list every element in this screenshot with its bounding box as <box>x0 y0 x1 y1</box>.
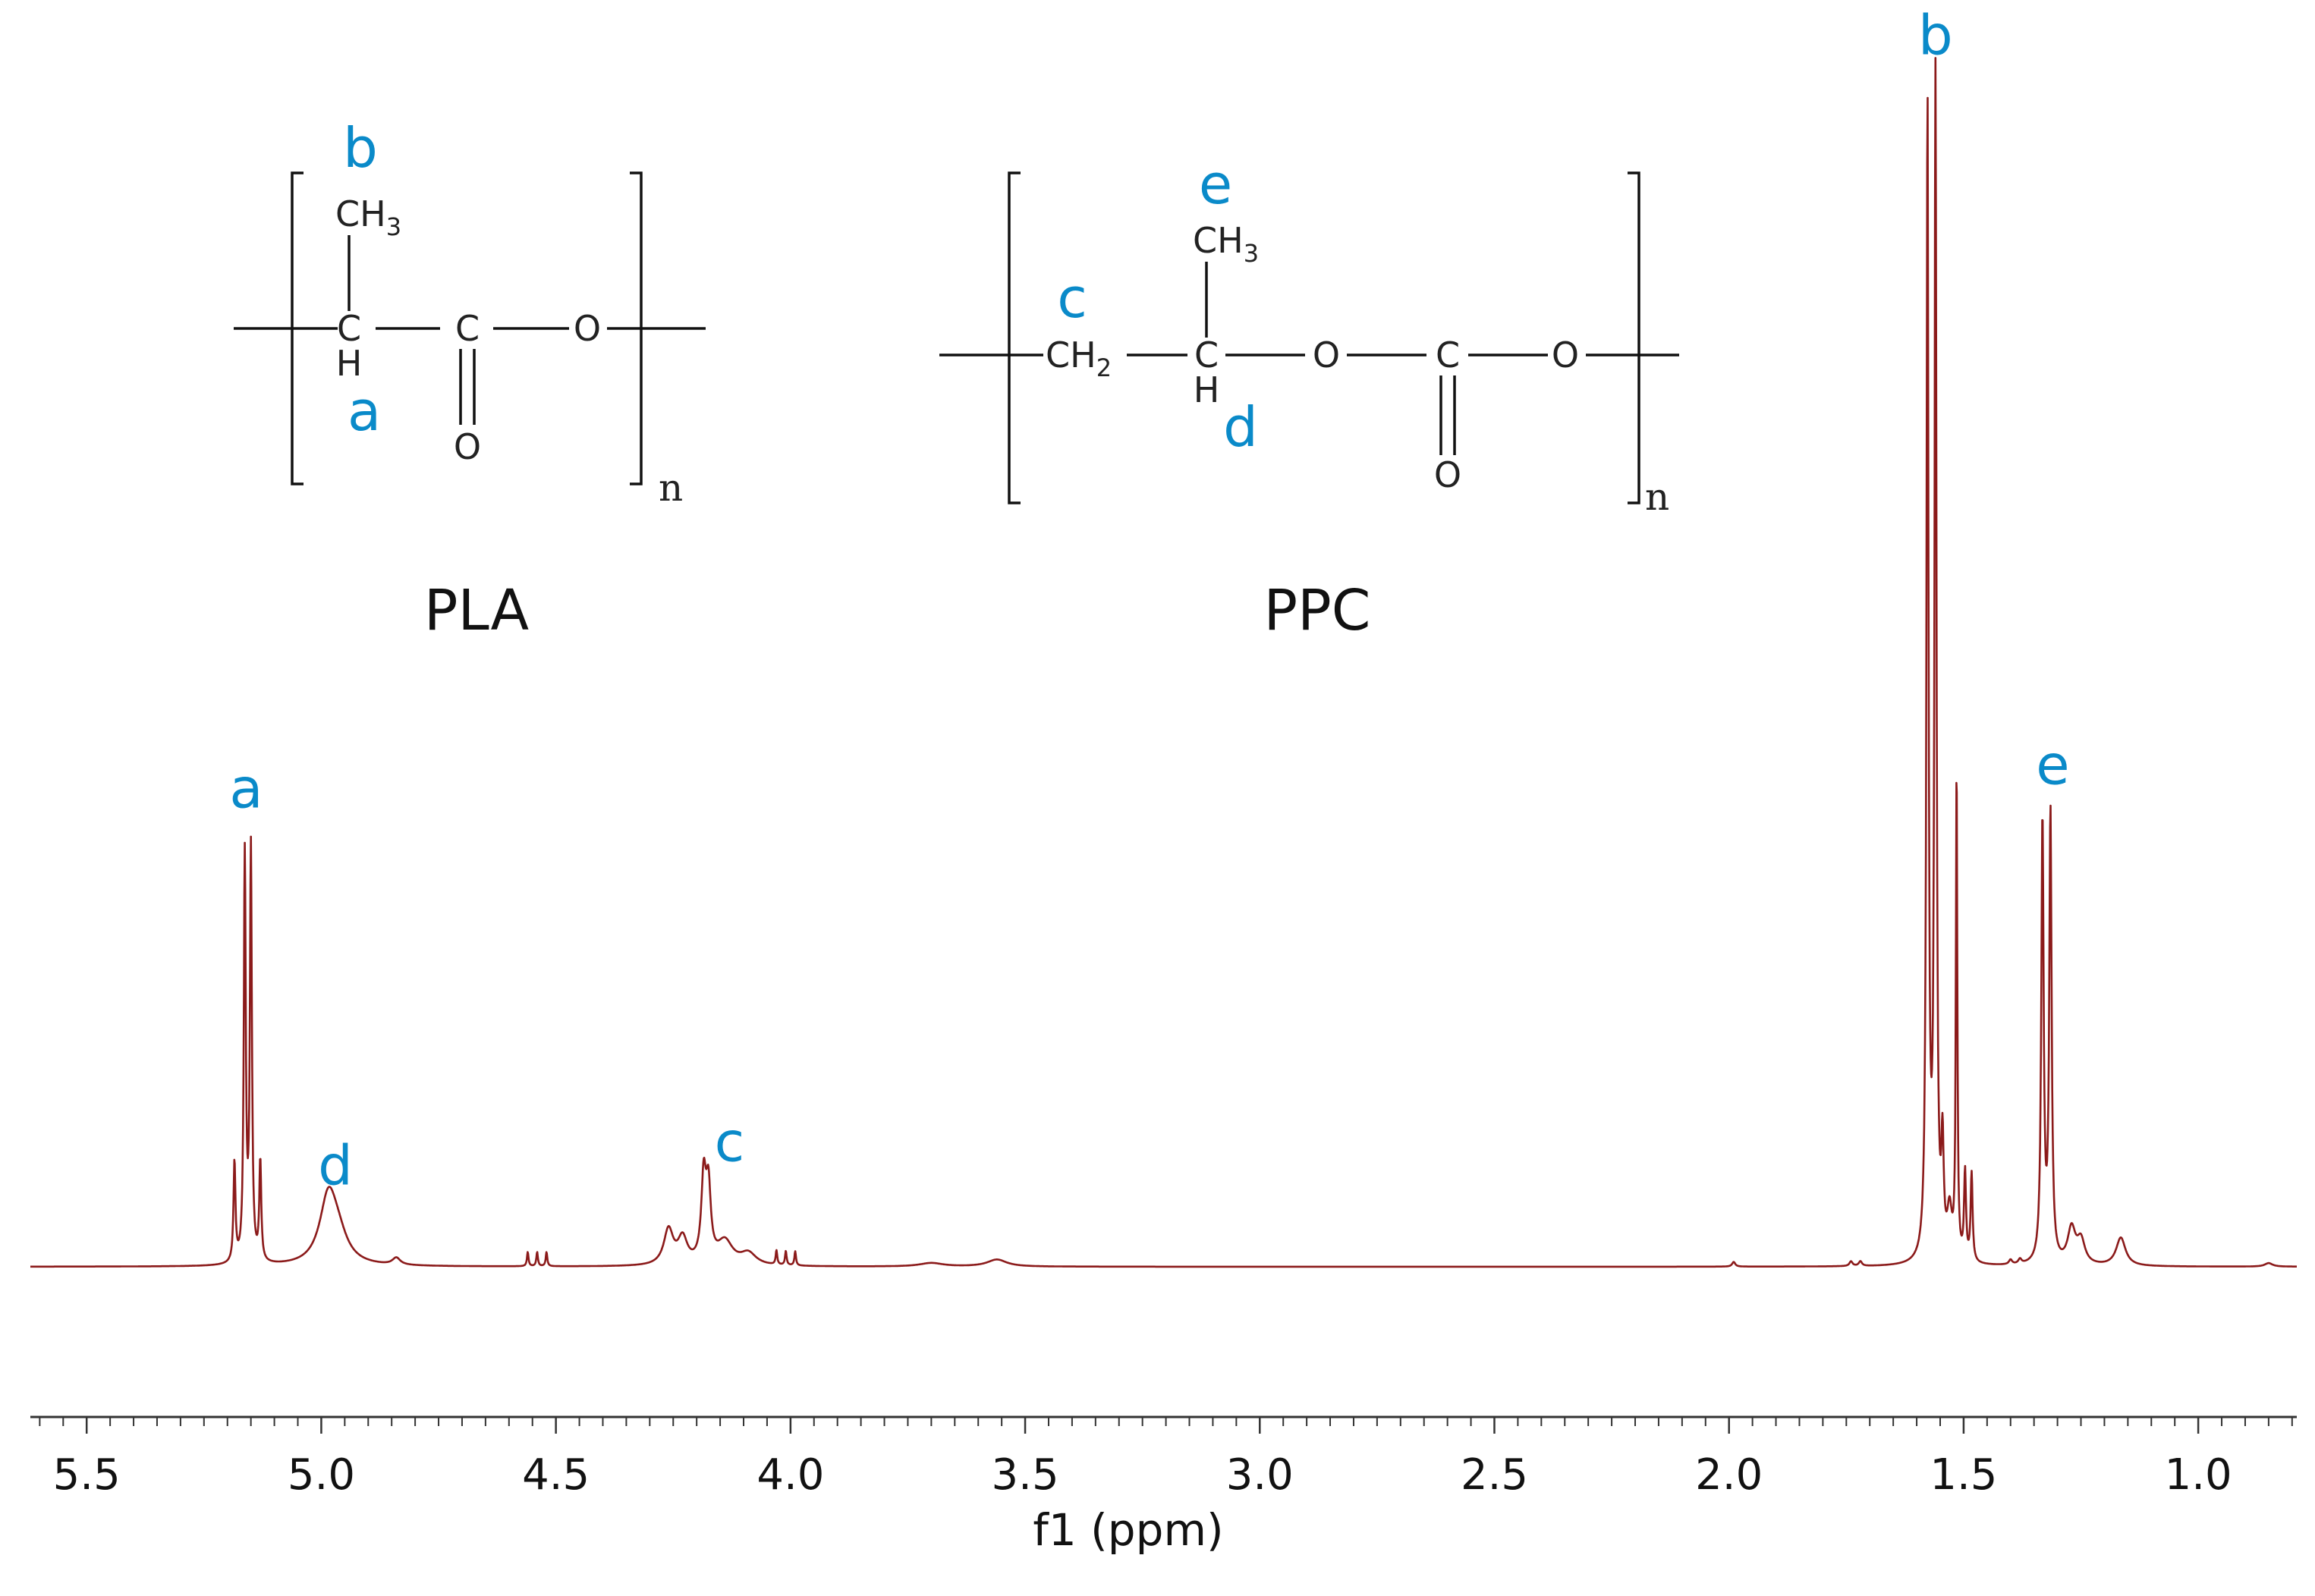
x-tick-label: 4.0 <box>756 1450 824 1500</box>
peak-label-e: e <box>2036 734 2069 797</box>
pla-methyl-ch: CH <box>335 193 386 234</box>
ppc-label-d: d <box>1223 395 1258 459</box>
x-axis-title: f1 (ppm) <box>1033 1504 1223 1556</box>
ppc-hydrogen-atom: H <box>1194 369 1220 410</box>
pla-hydrogen-atom: H <box>336 343 363 384</box>
pla-label-b: b <box>343 116 378 180</box>
x-tick-label: 2.5 <box>1461 1450 1528 1500</box>
pla-ester-oxygen-atom: O <box>574 308 601 349</box>
ppc-repeat-subscript: n <box>1645 475 1669 519</box>
x-tick-label: 2.0 <box>1695 1450 1763 1500</box>
ppc-methylene-ch: CH <box>1046 335 1096 375</box>
ppc-label-e: e <box>1199 152 1232 216</box>
x-tick-label: 1.5 <box>1930 1450 1997 1500</box>
pla-methyl-subscript: 3 <box>386 212 401 241</box>
pla-repeat-subscript: n <box>659 466 683 510</box>
spectrum-plot: 5.5 5.0 4.5 4.0 3.5 3.0 2.5 2.0 1.5 1.0 a d c b e <box>30 3 2298 1500</box>
ppc-methyl-subscript: 3 <box>1244 239 1259 268</box>
ppc-label-c: c <box>1057 266 1087 330</box>
ppc-carbonate-oxygen-atom: O <box>1552 335 1579 375</box>
spectrum-line <box>30 57 2298 1268</box>
ppc-methyl-group: CH3 <box>1193 220 1259 268</box>
ppc-structure <box>939 171 1679 504</box>
x-tick-label: 1.0 <box>2165 1450 2232 1500</box>
pla-carbonyl-carbon-atom: C <box>455 308 480 349</box>
pla-name: PLA <box>424 578 530 643</box>
peak-label-a: a <box>229 757 263 821</box>
peak-label-b: b <box>1918 3 1953 67</box>
ppc-methylene-subscript: 2 <box>1096 353 1112 382</box>
ppc-methine-carbon-atom: C <box>1194 335 1219 375</box>
peak-label-c: c <box>715 1110 745 1173</box>
x-tick-label: 4.5 <box>522 1450 590 1500</box>
peak-labels: a d c b e <box>229 3 2069 1197</box>
peak-label-d: d <box>318 1133 353 1197</box>
pla-methyl-group: CH3 <box>335 193 401 241</box>
pla-alpha-carbon-atom: C <box>337 308 361 349</box>
pla-label-a: a <box>348 379 381 443</box>
pla-structure <box>234 171 706 485</box>
ppc-name: PPC <box>1264 578 1371 643</box>
pla-carbonyl-oxygen-atom: O <box>454 426 481 467</box>
x-axis: 5.5 5.0 4.5 4.0 3.5 3.0 2.5 2.0 1.5 1.0 <box>30 1415 2297 1500</box>
ppc-ether-oxygen-atom: O <box>1313 335 1340 375</box>
x-tick-label: 3.5 <box>992 1450 1059 1500</box>
ppc-carbonate-carbon-atom: C <box>1436 335 1460 375</box>
x-tick-label: 5.5 <box>53 1450 121 1500</box>
x-tick-label: 5.0 <box>288 1450 355 1500</box>
ppc-carbonyl-oxygen-atom: O <box>1434 454 1461 495</box>
ppc-methylene-group: CH2 <box>1046 335 1112 382</box>
ppc-methyl-ch: CH <box>1193 220 1244 261</box>
x-tick-label: 3.0 <box>1226 1450 1294 1500</box>
